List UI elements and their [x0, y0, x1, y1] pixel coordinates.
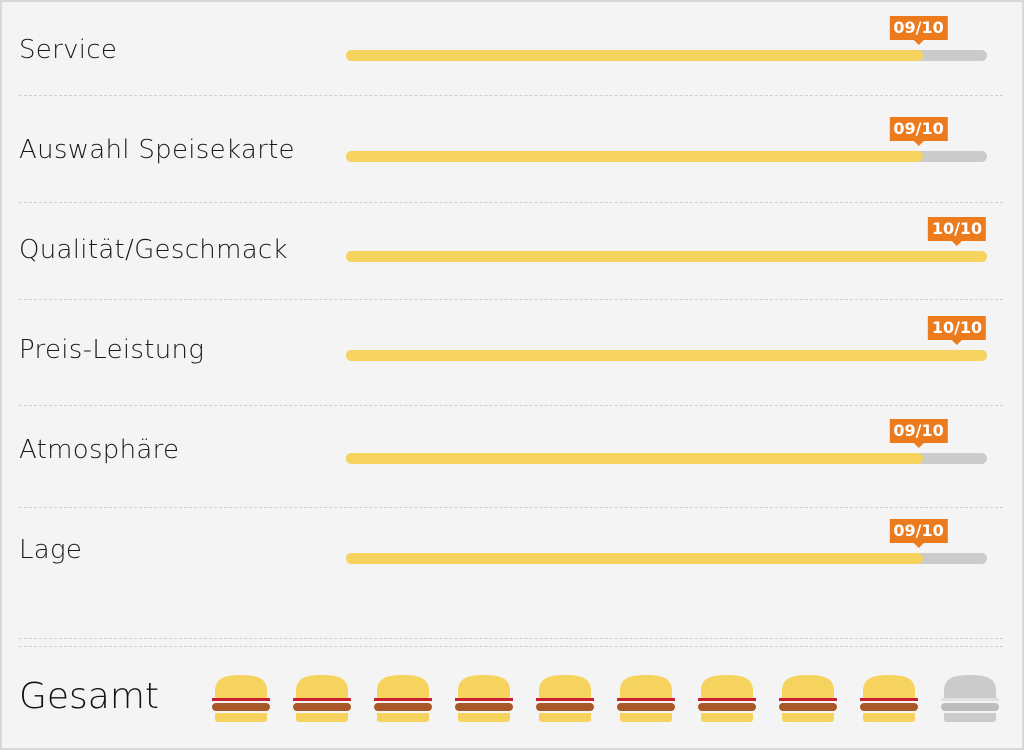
rating-bar: [346, 453, 987, 464]
burger-filled-icon: [212, 675, 270, 722]
burger-filled-icon: [536, 675, 594, 722]
rating-bar-fill: [346, 453, 923, 464]
divider: [19, 405, 1003, 406]
rating-label: Lage: [19, 535, 83, 565]
divider: [19, 202, 1003, 203]
rating-bar: [346, 151, 987, 162]
rating-label: Atmosphäre: [19, 435, 180, 465]
burger-filled-icon: [374, 675, 432, 722]
rating-badge: 09/10: [889, 519, 948, 548]
divider: [19, 638, 1003, 639]
rating-bar: [346, 553, 987, 564]
rating-row: Qualität/Geschmack 10/10: [19, 0, 1003, 265]
rating-row: Atmosphäre 09/10: [19, 0, 1003, 465]
burger-filled-icon: [455, 675, 513, 722]
rating-badge: 09/10: [889, 16, 948, 45]
rating-bar-fill: [346, 553, 923, 564]
rating-bar: [346, 350, 987, 361]
burger-filled-icon: [293, 675, 351, 722]
rating-row: Service 09/10: [19, 0, 1003, 100]
rating-bar-fill: [346, 350, 987, 361]
rating-bar-fill: [346, 251, 987, 262]
rating-label: Preis-Leistung: [19, 335, 205, 365]
divider: [19, 299, 1003, 300]
rating-bar: [346, 251, 987, 262]
rating-badge: 09/10: [889, 117, 948, 146]
rating-bar-fill: [346, 50, 923, 61]
divider: [19, 95, 1003, 96]
rating-badge: 10/10: [927, 217, 987, 246]
burger-filled-icon: [860, 675, 918, 722]
burger-empty-icon: [941, 675, 999, 722]
rating-label: Service: [19, 35, 118, 65]
rating-row: Auswahl Speisekarte 09/10: [19, 0, 1003, 165]
rating-label: Auswahl Speisekarte: [19, 135, 295, 165]
rating-row: Lage 09/10: [19, 0, 1003, 565]
divider: [19, 646, 1003, 647]
total-label: Gesamt: [19, 676, 160, 717]
rating-badge: 09/10: [889, 419, 948, 448]
rating-row: Preis-Leistung 10/10: [19, 0, 1003, 365]
rating-badge: 10/10: [927, 316, 987, 345]
burger-filled-icon: [617, 675, 675, 722]
rating-bar: [346, 50, 987, 61]
rating-label: Qualität/Geschmack: [19, 235, 288, 265]
burger-filled-icon: [698, 675, 756, 722]
divider: [19, 507, 1003, 508]
burger-filled-icon: [779, 675, 837, 722]
rating-bar-fill: [346, 151, 923, 162]
